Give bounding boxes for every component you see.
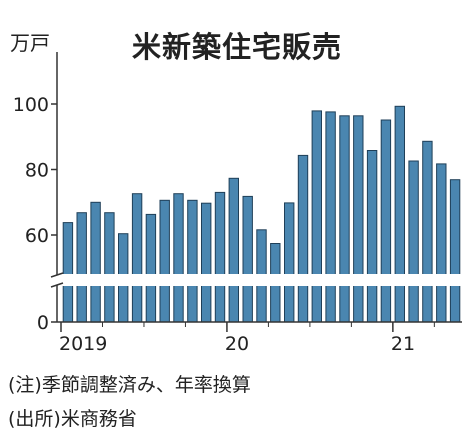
bar-2020-10 xyxy=(353,115,364,323)
bar-2019-06 xyxy=(131,193,143,323)
bar-2021-04 xyxy=(436,163,447,323)
bar-2019-01 xyxy=(62,222,74,323)
y-tick-label-100: 100 xyxy=(13,94,49,116)
bar-2019-08 xyxy=(159,199,170,323)
x-tick-label-2019: 2019 xyxy=(59,333,107,355)
y-tick-label-80: 80 xyxy=(25,160,49,182)
chart-title: 米新築住宅販売 xyxy=(131,30,342,64)
bar-2021-02 xyxy=(408,160,419,323)
bar-2019-09 xyxy=(173,193,184,323)
axis-break-band xyxy=(47,274,464,286)
bar-2020-08 xyxy=(325,111,336,323)
x-tick-label-21: 21 xyxy=(391,333,415,355)
bar-2021-03 xyxy=(422,140,433,323)
note-seasonal-adjustment: (注)季節調整済み、年率換算 xyxy=(8,374,251,396)
bar-2020-02 xyxy=(242,195,253,323)
bar-2019-07 xyxy=(145,213,157,323)
bar-2020-09 xyxy=(339,115,350,323)
bar-2019-10 xyxy=(187,199,198,323)
note-source: (出所)米商務省 xyxy=(8,408,137,430)
axis-break-marks xyxy=(50,272,64,288)
x-tick-label-20: 20 xyxy=(225,333,249,355)
bar-2020-12 xyxy=(380,119,392,323)
bar-2019-03 xyxy=(90,201,101,323)
bar-2019-04 xyxy=(104,212,115,323)
bar-2020-11 xyxy=(366,150,378,323)
bar-2020-01 xyxy=(228,177,240,323)
bar-2019-12 xyxy=(214,191,226,323)
y-tick-label-60: 60 xyxy=(25,225,49,247)
bar-2019-11 xyxy=(201,202,212,323)
bar-2021-05 xyxy=(449,179,461,323)
bar-2020-05 xyxy=(284,202,295,323)
bar-2020-07 xyxy=(311,110,323,323)
y-tick-label-0: 0 xyxy=(37,312,49,334)
bar-2020-06 xyxy=(297,154,309,323)
bar-2019-02 xyxy=(76,212,87,323)
bar-2021-01 xyxy=(394,105,406,323)
y-axis-unit-label: 万戸 xyxy=(10,31,50,55)
